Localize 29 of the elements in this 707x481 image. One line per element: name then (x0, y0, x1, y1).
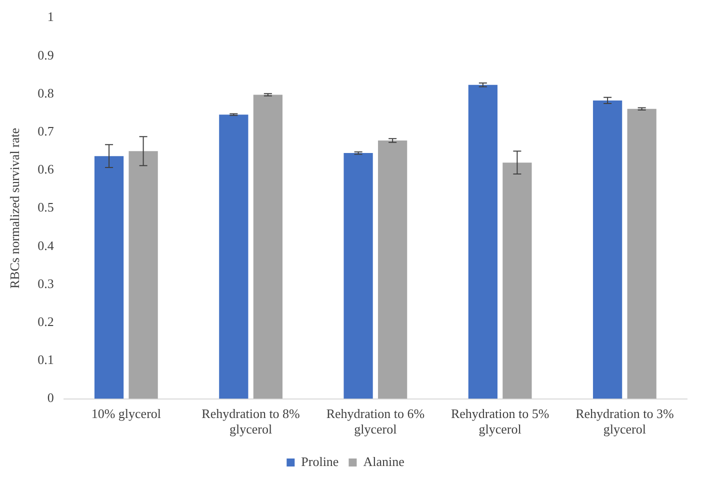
x-tick-label: Rehydration to 3% glycerol (576, 406, 674, 437)
bar (378, 140, 408, 399)
y-tick-label: 0 (47, 390, 54, 406)
bar (592, 100, 622, 399)
bar (344, 153, 373, 399)
bar (94, 156, 124, 399)
y-axis-title: RBCs normalized survival rate (7, 128, 22, 289)
legend-label: Proline (301, 454, 339, 469)
y-tick-label: 0.2 (38, 314, 54, 330)
bar (219, 114, 248, 399)
x-tick-label: Rehydration to 5% glycerol (450, 406, 550, 437)
x-tick-label: Rehydration to 6% glycerol (326, 406, 425, 437)
y-tick-label: 0.7 (38, 124, 54, 139)
y-tick-label: 0.5 (38, 200, 54, 215)
y-tick-label: 0.8 (38, 85, 54, 100)
y-tick-label: 0.6 (38, 162, 54, 177)
bar (502, 162, 532, 399)
legend-label: Alanine (363, 454, 405, 469)
y-tick-label: 0.3 (38, 276, 54, 291)
x-tick-label: 10% glycerol (91, 406, 162, 422)
y-tick-label: 1 (47, 9, 54, 24)
bar (468, 84, 498, 399)
x-tick-label: Rehydration to 8% glycerol (202, 406, 300, 437)
y-tick-label: 0.9 (38, 47, 54, 62)
y-tick-label: 0.4 (38, 238, 54, 253)
bar (627, 108, 656, 399)
y-tick-label: 0.1 (38, 352, 54, 368)
bar (253, 94, 282, 399)
bar (128, 151, 158, 399)
